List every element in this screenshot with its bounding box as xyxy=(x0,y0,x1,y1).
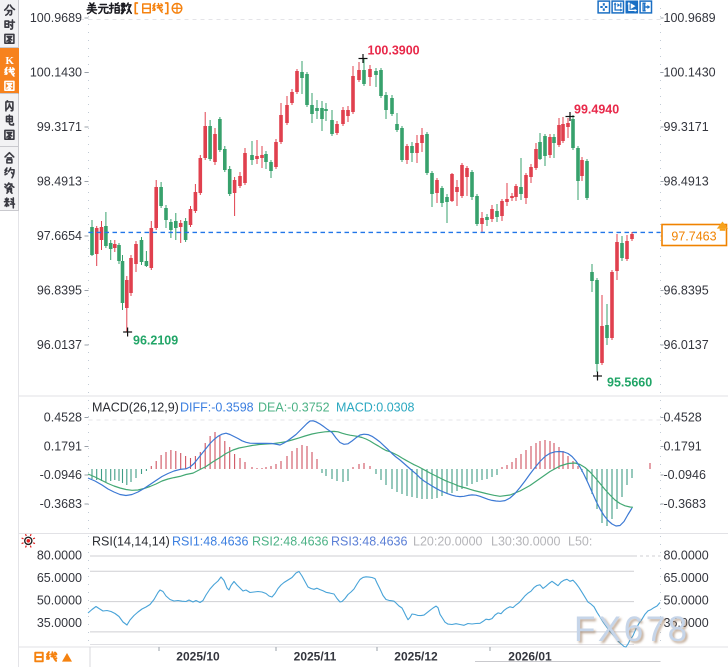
svg-text:100.9689: 100.9689 xyxy=(664,11,716,25)
svg-text:2025/10: 2025/10 xyxy=(176,650,220,664)
svg-text:96.8395: 96.8395 xyxy=(664,284,709,298)
svg-text:L20:20.0000: L20:20.0000 xyxy=(413,535,483,549)
svg-text:96.8395: 96.8395 xyxy=(37,284,82,298)
svg-text:95.5660: 95.5660 xyxy=(607,376,652,390)
svg-text:RSI3:48.4636: RSI3:48.4636 xyxy=(331,535,407,549)
svg-text:50.0000: 50.0000 xyxy=(664,594,709,608)
svg-text:MACD:0.0308: MACD:0.0308 xyxy=(336,401,415,415)
svg-text:96.0137: 96.0137 xyxy=(37,338,82,352)
svg-text:96.0137: 96.0137 xyxy=(664,338,709,352)
svg-text:2025/11: 2025/11 xyxy=(294,650,337,664)
svg-text:97.6654: 97.6654 xyxy=(37,229,82,243)
svg-text:99.4940: 99.4940 xyxy=(574,103,619,117)
svg-text:35.0000: 35.0000 xyxy=(37,616,82,630)
svg-text:-0.3683: -0.3683 xyxy=(40,497,82,511)
svg-text:DIFF:-0.3598: DIFF:-0.3598 xyxy=(180,401,254,415)
svg-text:65.0000: 65.0000 xyxy=(664,571,709,585)
svg-text:98.4913: 98.4913 xyxy=(37,175,82,189)
svg-text:98.4913: 98.4913 xyxy=(664,175,709,189)
svg-text:0.1791: 0.1791 xyxy=(664,440,702,454)
svg-text:100.1430: 100.1430 xyxy=(30,66,82,80)
svg-text:RSI2:48.4636: RSI2:48.4636 xyxy=(252,535,328,549)
svg-text:99.3171: 99.3171 xyxy=(37,120,82,134)
svg-text:-0.0946: -0.0946 xyxy=(40,468,82,482)
svg-text:0.1791: 0.1791 xyxy=(44,440,82,454)
svg-text:100.3900: 100.3900 xyxy=(368,44,420,58)
svg-text:99.3171: 99.3171 xyxy=(664,120,709,134)
svg-text:2026/01: 2026/01 xyxy=(508,650,552,664)
svg-text:MACD(26,12,9): MACD(26,12,9) xyxy=(92,401,179,415)
svg-text:-0.3683: -0.3683 xyxy=(664,497,706,511)
svg-text:FX678: FX678 xyxy=(574,610,690,649)
svg-text:DEA:-0.3752: DEA:-0.3752 xyxy=(258,401,330,415)
svg-text:50.0000: 50.0000 xyxy=(37,594,82,608)
svg-text:RSI(14,14,14): RSI(14,14,14) xyxy=(92,535,170,549)
svg-text:100.9689: 100.9689 xyxy=(30,11,82,25)
svg-text:80.0000: 80.0000 xyxy=(37,549,82,563)
svg-text:100.1430: 100.1430 xyxy=(664,66,716,80)
svg-text:0.4528: 0.4528 xyxy=(664,411,702,425)
svg-text:65.0000: 65.0000 xyxy=(37,571,82,585)
svg-text:80.0000: 80.0000 xyxy=(664,549,709,563)
svg-text:L30:30.0000: L30:30.0000 xyxy=(491,535,561,549)
svg-text:K: K xyxy=(5,55,14,67)
svg-text:RSI1:48.4636: RSI1:48.4636 xyxy=(172,535,248,549)
svg-text:35.0000: 35.0000 xyxy=(664,616,709,630)
svg-text:L50:: L50: xyxy=(568,535,592,549)
svg-text:96.2109: 96.2109 xyxy=(133,334,178,348)
svg-text:-0.0946: -0.0946 xyxy=(664,468,706,482)
svg-text:2025/12: 2025/12 xyxy=(394,650,438,664)
svg-text:97.7463: 97.7463 xyxy=(671,230,716,244)
svg-text:0.4528: 0.4528 xyxy=(44,411,82,425)
